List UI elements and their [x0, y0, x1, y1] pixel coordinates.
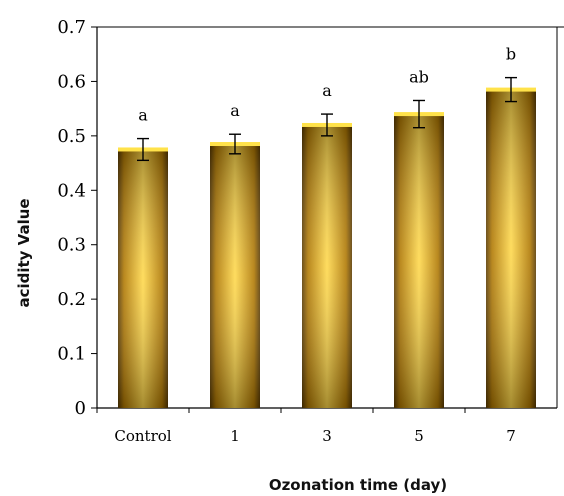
x-tick-label: 5 — [414, 427, 424, 445]
bar — [394, 114, 444, 408]
bar-group: a — [210, 101, 260, 408]
y-axis-title: acidity Value — [15, 198, 33, 307]
x-tick-label: 7 — [506, 427, 516, 445]
plot-frame — [97, 26, 564, 408]
bar-group: b — [486, 45, 536, 408]
y-tick-label: 0.4 — [57, 180, 86, 201]
y-tick-label: 0.7 — [57, 17, 86, 38]
bar-group: a — [302, 81, 352, 408]
x-tick-label: 1 — [230, 427, 240, 445]
x-axis: Control 1 3 5 7 — [96, 407, 557, 445]
y-tick-label: 0.1 — [57, 344, 86, 365]
bar — [210, 144, 260, 408]
x-tick-label: Control — [114, 427, 171, 445]
significance-label: a — [230, 101, 240, 120]
y-tick-label: 0 — [75, 398, 86, 419]
bar-group: a — [118, 106, 168, 408]
bar-group: ab — [394, 67, 444, 408]
y-tick-label: 0.5 — [57, 126, 86, 147]
y-tick-label: 0.3 — [57, 235, 86, 256]
bar — [302, 124, 352, 408]
y-tick-label: 0.6 — [57, 71, 86, 92]
bar — [118, 149, 168, 408]
significance-label: ab — [409, 67, 429, 86]
significance-label: a — [322, 81, 332, 100]
x-axis-title: Ozonation time (day) — [269, 476, 447, 494]
y-tick-label: 0.2 — [57, 289, 86, 310]
y-axis: 0 0.1 0.2 0.3 0.4 0.5 0.6 0.7 — [57, 17, 98, 419]
significance-label: a — [138, 106, 148, 125]
bar — [486, 89, 536, 408]
significance-label: b — [506, 45, 516, 64]
bars: a a a ab b — [118, 45, 536, 408]
x-tick-label: 3 — [322, 427, 332, 445]
